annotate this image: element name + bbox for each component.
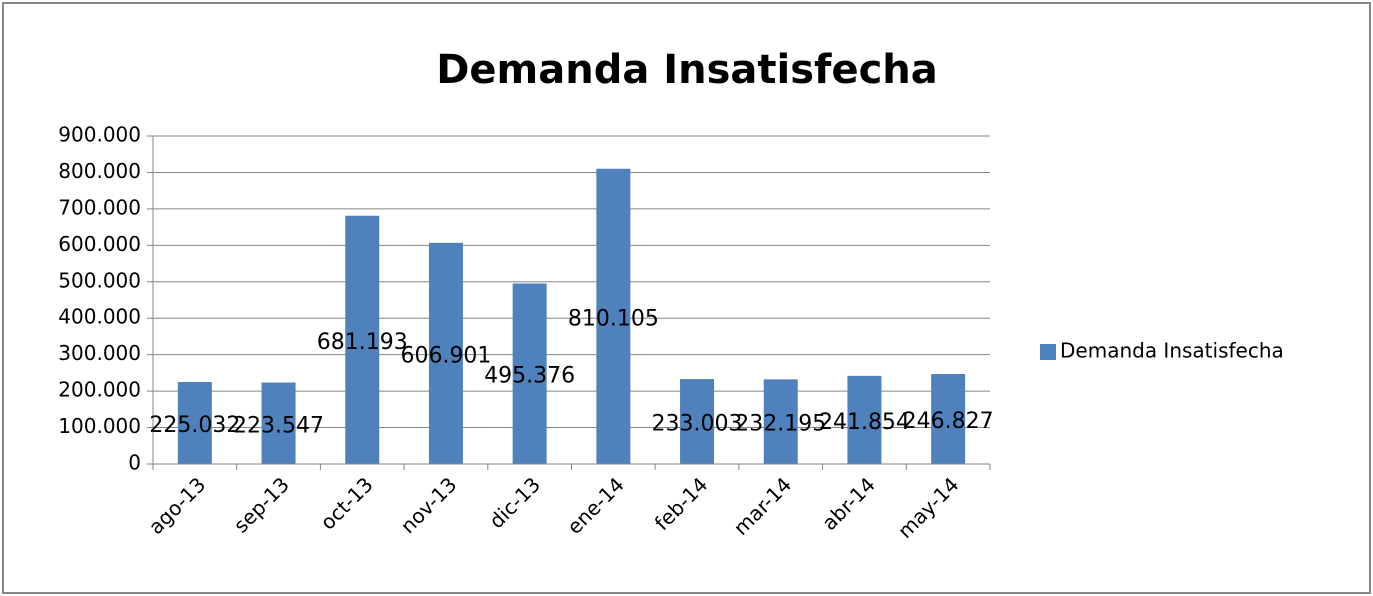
y-tick-label: 300.000 [58, 341, 141, 365]
bar [931, 374, 966, 464]
bar [680, 379, 715, 464]
data-label: 495.376 [484, 364, 575, 389]
data-label: 233.003 [652, 412, 743, 437]
bar [847, 375, 882, 464]
bar [345, 215, 380, 464]
y-tick-label: 400.000 [58, 305, 141, 329]
data-label: 223.547 [233, 413, 324, 438]
data-label: 810.105 [568, 306, 659, 331]
legend-label: Demanda Insatisfecha [1060, 339, 1284, 363]
data-label: 606.901 [400, 343, 491, 368]
bar [428, 242, 463, 464]
y-tick-label: 700.000 [58, 195, 141, 219]
bar [512, 283, 547, 464]
y-tick-label: 900.000 [58, 123, 141, 147]
data-label: 681.193 [317, 330, 408, 355]
data-label: 232.195 [735, 412, 826, 437]
y-tick-label: 200.000 [58, 378, 141, 402]
chart-title: Demanda Insatisfecha [436, 47, 938, 93]
data-label: 246.827 [903, 409, 994, 434]
bar [763, 379, 798, 464]
bar [596, 168, 631, 465]
data-label: 241.854 [819, 410, 910, 435]
y-tick-label: 600.000 [58, 232, 141, 256]
y-tick-label: 500.000 [58, 268, 141, 292]
bar [261, 382, 296, 464]
legend-swatch [1040, 344, 1056, 360]
data-label: 225.032 [149, 413, 240, 438]
y-tick-label: 800.000 [58, 159, 141, 183]
bar [177, 381, 212, 464]
y-tick-label: 0 [128, 451, 141, 475]
y-tick-label: 100.000 [58, 414, 141, 438]
